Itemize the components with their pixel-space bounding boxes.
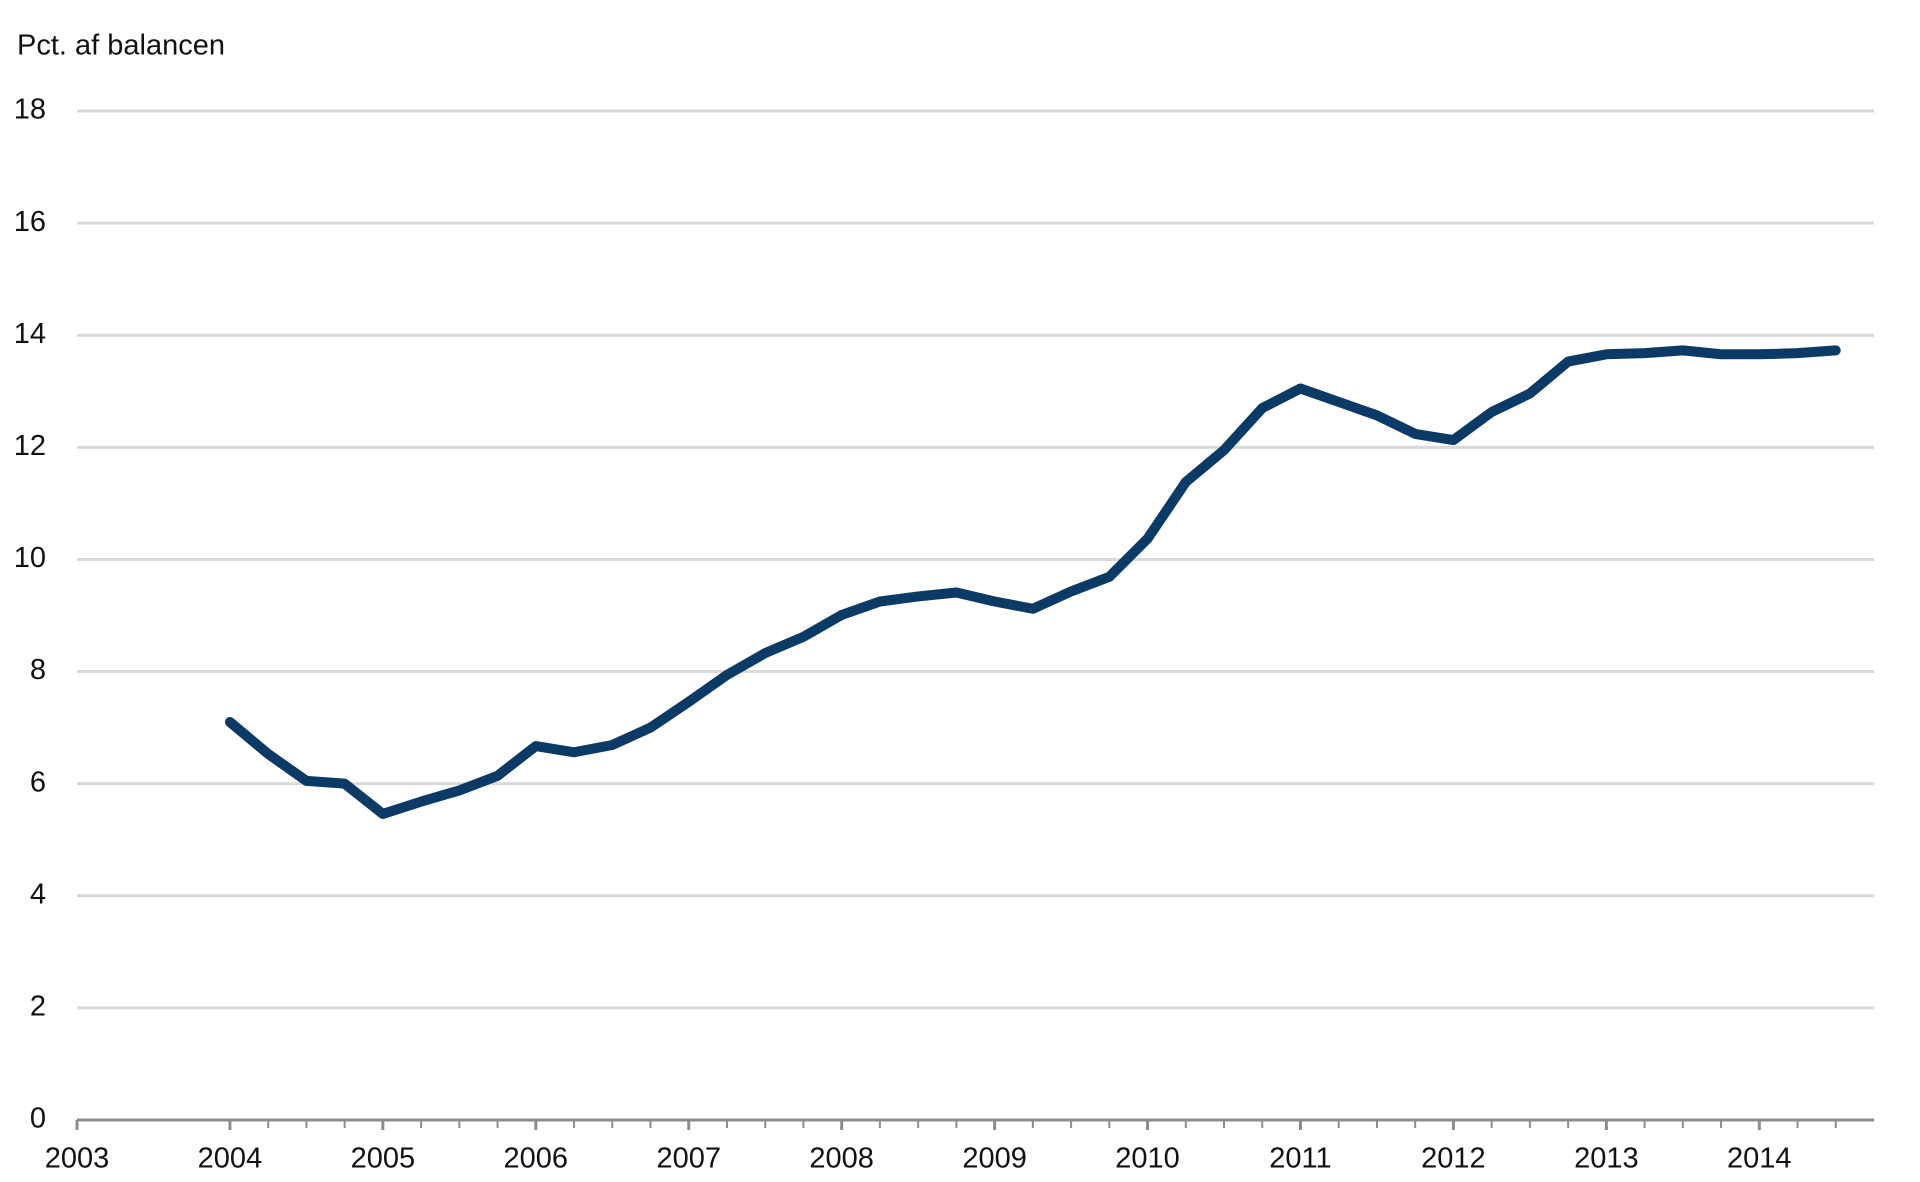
x-tick-label: 2003: [45, 1143, 110, 1175]
y-tick-label: 8: [30, 654, 46, 686]
x-tick-label: 2010: [1115, 1143, 1180, 1175]
x-tick-label: 2011: [1269, 1143, 1331, 1175]
x-tick-label: 2009: [962, 1143, 1027, 1175]
x-tick-label: 2008: [809, 1143, 874, 1175]
x-tick-label: 2013: [1574, 1143, 1639, 1175]
y-tick-label: 6: [30, 766, 46, 798]
x-tick-label: 2012: [1421, 1143, 1486, 1175]
y-tick-label: 10: [14, 542, 46, 574]
y-tick-label: 16: [14, 206, 46, 238]
y-axis-label: Pct. af balancen: [17, 30, 225, 62]
x-tick-label: 2007: [656, 1143, 721, 1175]
x-tick-label: 2006: [504, 1143, 569, 1175]
y-tick-label: 12: [14, 430, 46, 462]
y-tick-label: 4: [30, 878, 46, 910]
x-tick-label: 2005: [351, 1143, 416, 1175]
y-tick-label: 18: [14, 94, 46, 126]
x-tick-label: 2004: [198, 1143, 263, 1175]
y-tick-label: 2: [30, 991, 46, 1023]
x-tick-label: 2014: [1727, 1143, 1792, 1175]
data-line: [224, 345, 1841, 819]
y-tick-label: 0: [30, 1103, 46, 1135]
y-tick-label: 14: [14, 318, 46, 350]
